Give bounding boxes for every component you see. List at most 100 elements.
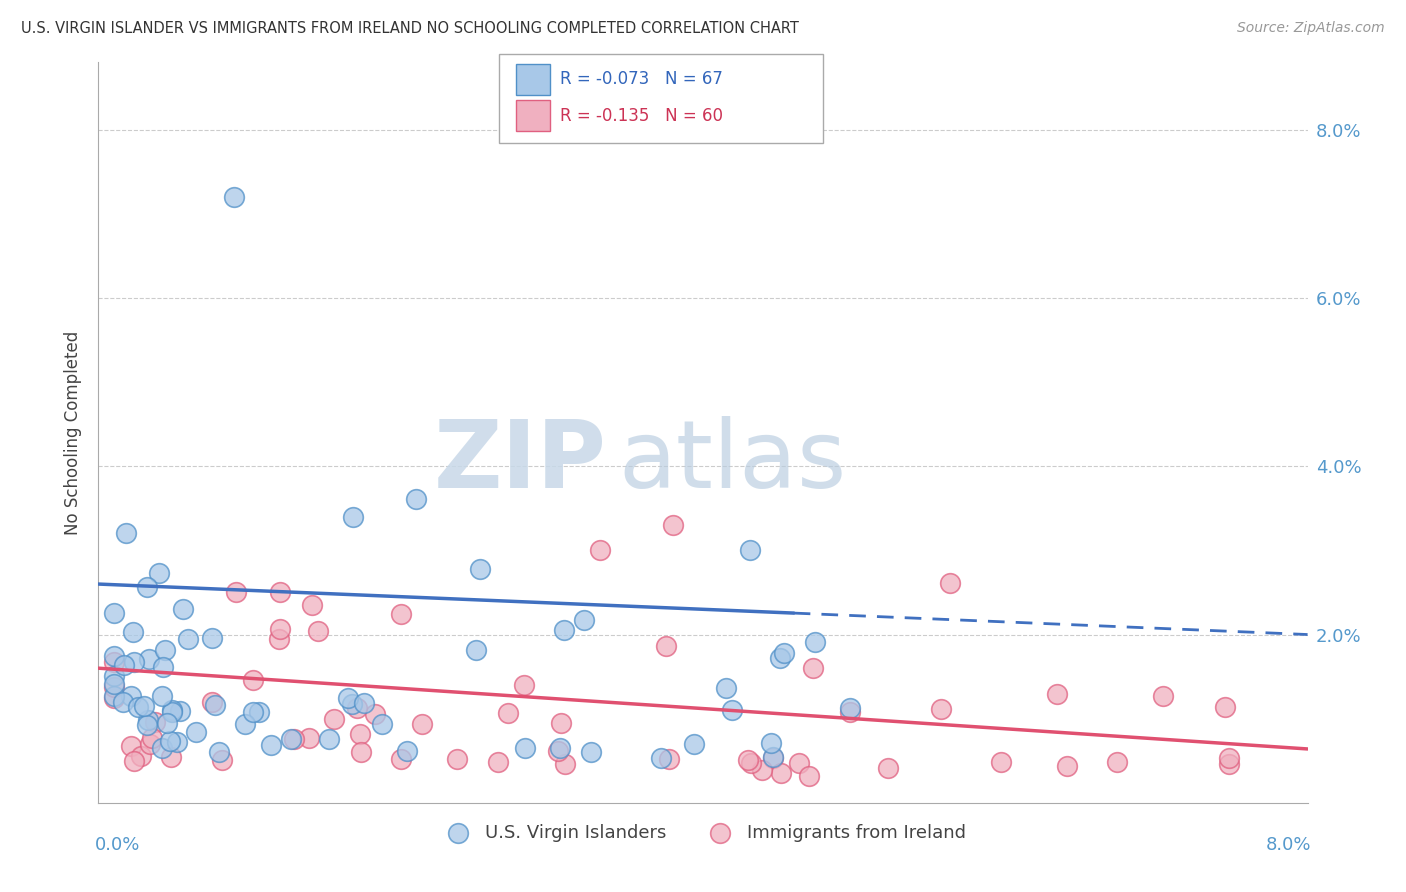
Point — [716, 681, 738, 696]
Text: 8.0%: 8.0% — [1265, 836, 1312, 855]
Point — [120, 739, 142, 754]
Point — [103, 655, 125, 669]
Point — [1213, 700, 1236, 714]
Point — [283, 731, 305, 746]
Point — [759, 736, 782, 750]
Point — [589, 543, 612, 558]
Point — [233, 717, 256, 731]
Point — [1152, 689, 1174, 703]
Point — [103, 681, 125, 695]
Point — [224, 190, 246, 204]
Point — [797, 768, 820, 782]
Point — [737, 753, 759, 767]
Text: R = -0.135   N = 60: R = -0.135 N = 60 — [560, 106, 723, 125]
Point — [389, 752, 412, 766]
Point — [349, 727, 371, 741]
Point — [769, 766, 792, 780]
Point — [762, 751, 785, 765]
Point — [346, 701, 368, 715]
Point — [160, 705, 183, 719]
Point — [512, 678, 534, 692]
Point — [1218, 751, 1240, 765]
Text: R = -0.073   N = 67: R = -0.073 N = 67 — [560, 70, 723, 88]
Point — [129, 749, 152, 764]
Point — [138, 652, 160, 666]
Point — [103, 690, 125, 705]
Point — [1046, 687, 1069, 701]
Point — [721, 702, 744, 716]
Point — [156, 715, 179, 730]
Point — [579, 744, 602, 758]
Point — [336, 690, 359, 705]
Point — [682, 737, 704, 751]
Point — [787, 756, 810, 770]
Point — [740, 756, 762, 770]
Point — [152, 660, 174, 674]
Point — [929, 702, 952, 716]
Point — [769, 651, 792, 665]
Point — [554, 757, 576, 772]
Point — [269, 585, 291, 599]
Point — [124, 655, 146, 669]
Point — [103, 677, 125, 691]
Point — [658, 752, 681, 766]
Point — [468, 562, 491, 576]
Point — [550, 715, 572, 730]
Point — [486, 755, 509, 769]
Text: atlas: atlas — [619, 417, 846, 508]
Point — [141, 731, 163, 745]
Point — [1056, 759, 1078, 773]
Point — [150, 690, 173, 704]
Point — [751, 763, 773, 777]
Point — [103, 669, 125, 683]
Point — [301, 598, 323, 612]
Point — [103, 649, 125, 664]
Point — [103, 606, 125, 620]
Point — [801, 660, 824, 674]
Point — [446, 751, 468, 765]
Point — [804, 635, 827, 649]
Legend: U.S. Virgin Islanders, Immigrants from Ireland: U.S. Virgin Islanders, Immigrants from I… — [433, 817, 973, 849]
Point — [169, 704, 191, 718]
Point — [1218, 757, 1240, 772]
Point — [267, 632, 290, 646]
Point — [160, 703, 183, 717]
Text: Source: ZipAtlas.com: Source: ZipAtlas.com — [1237, 21, 1385, 35]
Point — [184, 725, 207, 739]
Point — [242, 673, 264, 687]
Point — [1105, 755, 1128, 769]
Point — [177, 632, 200, 647]
Point — [318, 732, 340, 747]
Point — [370, 717, 392, 731]
Point — [204, 698, 226, 713]
Point — [572, 613, 595, 627]
Point — [661, 518, 683, 533]
Point — [150, 741, 173, 756]
Point — [990, 756, 1012, 770]
Point — [166, 734, 188, 748]
Point — [225, 585, 247, 599]
Point — [139, 737, 162, 751]
Point — [111, 695, 134, 709]
Point — [260, 738, 283, 752]
Point — [127, 700, 149, 714]
Point — [773, 647, 796, 661]
Point — [938, 576, 960, 591]
Point — [839, 701, 862, 715]
Point — [465, 643, 488, 657]
Point — [112, 658, 135, 673]
Point — [134, 698, 156, 713]
Point — [211, 753, 233, 767]
Point — [103, 689, 125, 703]
Point — [322, 712, 344, 726]
Point — [340, 697, 363, 711]
Point — [496, 706, 519, 721]
Point — [172, 602, 194, 616]
Point — [148, 566, 170, 580]
Point — [364, 707, 387, 722]
Point — [553, 623, 575, 637]
Point — [350, 745, 373, 759]
Text: 0.0%: 0.0% — [94, 836, 141, 855]
Point — [135, 718, 157, 732]
Point — [143, 715, 166, 730]
